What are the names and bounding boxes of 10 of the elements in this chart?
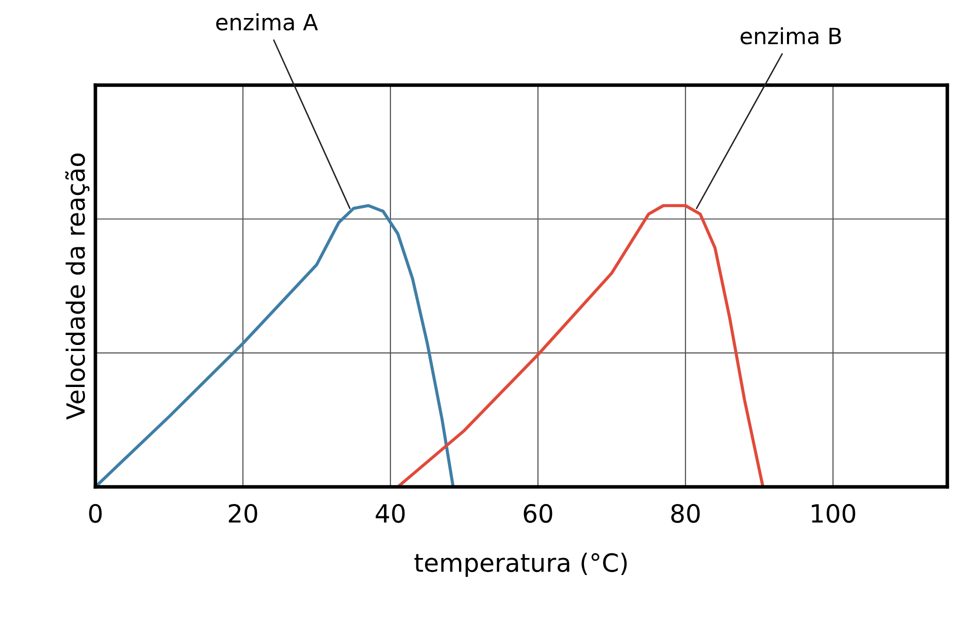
x-tick-label: 80 xyxy=(671,504,700,523)
x-tick-label: 40 xyxy=(376,504,405,523)
annotation: enzima B xyxy=(740,27,841,44)
annotation: enzima A xyxy=(216,13,318,31)
y-axis-title: Velocidade da reação xyxy=(65,153,90,420)
x-tick-label: 20 xyxy=(228,504,258,523)
x-tick-label: 60 xyxy=(524,504,552,523)
x-tick-label: 0 xyxy=(89,504,102,523)
x-axis-title: temperatura (°C) xyxy=(414,552,627,577)
x-tick-label: 100 xyxy=(812,504,856,523)
